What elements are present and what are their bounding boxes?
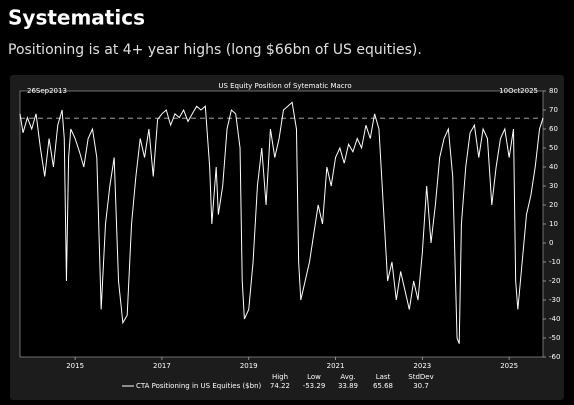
stat-name: Last [376,373,391,381]
chart-title: US Equity Position of Sytematic Macro [218,82,351,90]
stat-name: High [272,373,288,381]
y-tick-label: -10 [549,258,560,266]
y-tick-label: 30 [549,182,558,190]
stat-value: 33.89 [338,382,358,390]
y-tick-label: 80 [549,87,558,95]
heading: Systematics [8,6,145,30]
y-tick-label: 60 [549,125,558,133]
x-tick-label: 2021 [327,362,345,370]
y-tick-label: 20 [549,201,558,209]
y-tick-label: 50 [549,144,558,152]
x-tick-label: 2019 [240,362,258,370]
stat-value: 65.68 [373,382,393,390]
start-label: 26Sep2013 [27,87,67,95]
stat-name: Low [307,373,321,381]
y-tick-label: 0 [549,239,553,247]
x-tick-label: 2023 [413,362,431,370]
legend-label: CTA Positioning in US Equities ($bn) [136,382,262,390]
stat-value: 74.22 [270,382,290,390]
x-tick-label: 2015 [66,362,84,370]
stat-value: 30.7 [413,382,429,390]
series-line [19,101,544,344]
x-tick-label: 2025 [500,362,518,370]
y-tick-label: 40 [549,163,558,171]
y-tick-label: -20 [549,277,560,285]
plot-area [19,90,544,358]
x-tick-label: 2017 [153,362,171,370]
y-tick-label: -50 [549,334,560,342]
stat-name: Avg. [340,373,355,381]
end-label: 10Oct2025 [499,87,538,95]
y-tick-label: 70 [549,106,558,114]
y-tick-label: -30 [549,296,560,304]
y-tick-label: 10 [549,220,558,228]
y-tick-label: -60 [549,353,560,361]
subheading: Positioning is at 4+ year highs (long $6… [8,42,422,58]
stat-value: -53.29 [303,382,326,390]
y-tick-label: -40 [549,315,560,323]
stat-name: StdDev [408,373,433,381]
